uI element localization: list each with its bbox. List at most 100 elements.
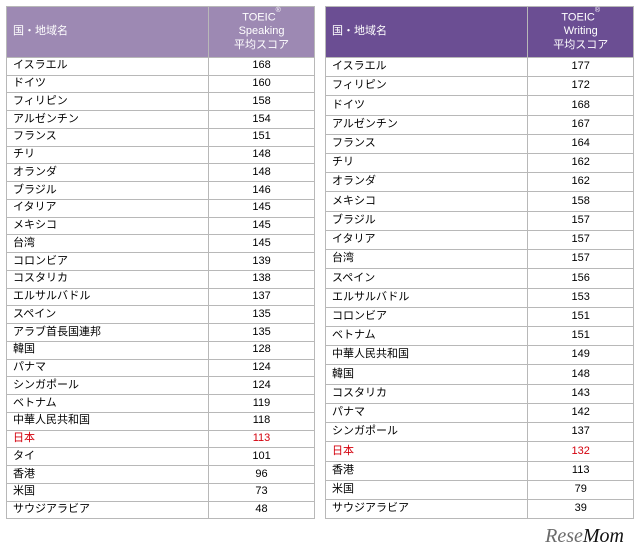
country-cell: サウジアラビア (7, 501, 209, 519)
toeic-brand-label: TOEIC (242, 12, 275, 24)
table-row: フランス151 (7, 128, 315, 146)
score-cell: 168 (528, 96, 634, 115)
score-cell: 145 (209, 199, 315, 217)
registered-mark: ® (595, 7, 600, 14)
country-cell: イタリア (326, 230, 528, 249)
country-cell: パナマ (7, 359, 209, 377)
table-row: パナマ124 (7, 359, 315, 377)
country-cell: イタリア (7, 199, 209, 217)
score-cell: 157 (528, 230, 634, 249)
score-cell: 142 (528, 403, 634, 422)
table-row: 中華人民共和国118 (7, 412, 315, 430)
table-row: フランス164 (326, 134, 634, 153)
table-row: スペイン156 (326, 269, 634, 288)
score-cell: 146 (209, 182, 315, 200)
country-cell: 中華人民共和国 (326, 346, 528, 365)
table-row: コロンビア151 (326, 307, 634, 326)
country-cell: エルサルバドル (7, 288, 209, 306)
table-row: アラブ首長国連邦135 (7, 324, 315, 342)
country-cell: チリ (7, 146, 209, 164)
score-cell: 124 (209, 377, 315, 395)
country-cell: チリ (326, 154, 528, 173)
table-row: 香港113 (326, 461, 634, 480)
footer-logo: ReseMom (6, 519, 634, 548)
country-cell: コロンビア (7, 253, 209, 271)
score-cell: 124 (209, 359, 315, 377)
country-cell: サウジアラビア (326, 499, 528, 518)
table-row: 韓国148 (326, 365, 634, 384)
country-cell: 日本 (326, 442, 528, 461)
country-cell: ベトナム (326, 326, 528, 345)
table-row: ブラジル146 (7, 182, 315, 200)
score-cell: 113 (209, 430, 315, 448)
table-row: 日本113 (7, 430, 315, 448)
score-cell: 96 (209, 466, 315, 484)
score-cell: 154 (209, 111, 315, 129)
score-cell: 145 (209, 217, 315, 235)
table-row: 中華人民共和国149 (326, 346, 634, 365)
country-cell: パナマ (326, 403, 528, 422)
table-row: イタリア157 (326, 230, 634, 249)
writing-table: 国・地域名 TOEIC® Writing 平均スコア イスラエル177フィリピン… (325, 6, 634, 519)
score-cell: 156 (528, 269, 634, 288)
table-row: 米国73 (7, 483, 315, 501)
country-cell: コロンビア (326, 307, 528, 326)
score-cell: 135 (209, 306, 315, 324)
country-cell: 韓国 (7, 341, 209, 359)
table-row: イスラエル168 (7, 57, 315, 75)
table-row: コスタリカ138 (7, 270, 315, 288)
table-row: チリ162 (326, 154, 634, 173)
table-row: チリ148 (7, 146, 315, 164)
country-cell: メキシコ (7, 217, 209, 235)
score-cell: 162 (528, 173, 634, 192)
table-row: ベトナム119 (7, 395, 315, 413)
score-cell: 158 (528, 192, 634, 211)
score-cell: 177 (528, 57, 634, 76)
country-cell: 台湾 (326, 250, 528, 269)
table-row: メキシコ145 (7, 217, 315, 235)
country-cell: エルサルバドル (326, 288, 528, 307)
country-cell: ブラジル (326, 211, 528, 230)
table-row: シンガポール124 (7, 377, 315, 395)
table-row: 日本132 (326, 442, 634, 461)
logo-part2: Mom (583, 525, 624, 547)
table-row: 台湾157 (326, 250, 634, 269)
country-cell: 台湾 (7, 235, 209, 253)
table-row: オランダ162 (326, 173, 634, 192)
country-cell: フランス (7, 128, 209, 146)
table-row: ドイツ168 (326, 96, 634, 115)
country-cell: ドイツ (7, 75, 209, 93)
score-cell: 138 (209, 270, 315, 288)
table-row: エルサルバドル137 (7, 288, 315, 306)
score-cell: 151 (528, 307, 634, 326)
writing-header-score: TOEIC® Writing 平均スコア (528, 7, 634, 58)
score-cell: 118 (209, 412, 315, 430)
score-cell: 167 (528, 115, 634, 134)
score-cell: 168 (209, 57, 315, 75)
score-cell: 145 (209, 235, 315, 253)
score-cell: 162 (528, 154, 634, 173)
score-cell: 73 (209, 483, 315, 501)
score-cell: 132 (528, 442, 634, 461)
table-row: エルサルバドル153 (326, 288, 634, 307)
country-cell: オランダ (7, 164, 209, 182)
table-row: コロンビア139 (7, 253, 315, 271)
table-row: サウジアラビア39 (326, 499, 634, 518)
registered-mark: ® (276, 7, 281, 14)
score-cell: 148 (528, 365, 634, 384)
country-cell: シンガポール (7, 377, 209, 395)
table-row: タイ101 (7, 448, 315, 466)
score-cell: 79 (528, 480, 634, 499)
table-row: パナマ142 (326, 403, 634, 422)
table-row: メキシコ158 (326, 192, 634, 211)
score-cell: 172 (528, 77, 634, 96)
score-cell: 113 (528, 461, 634, 480)
speaking-header-country: 国・地域名 (7, 7, 209, 58)
score-cell: 137 (209, 288, 315, 306)
score-cell: 164 (528, 134, 634, 153)
table-row: フィリピン172 (326, 77, 634, 96)
country-cell: 香港 (326, 461, 528, 480)
avg-score-label: 平均スコア (553, 39, 608, 51)
speaking-table: 国・地域名 TOEIC® Speaking 平均スコア イスラエル168ドイツ1… (6, 6, 315, 519)
table-row: フィリピン158 (7, 93, 315, 111)
